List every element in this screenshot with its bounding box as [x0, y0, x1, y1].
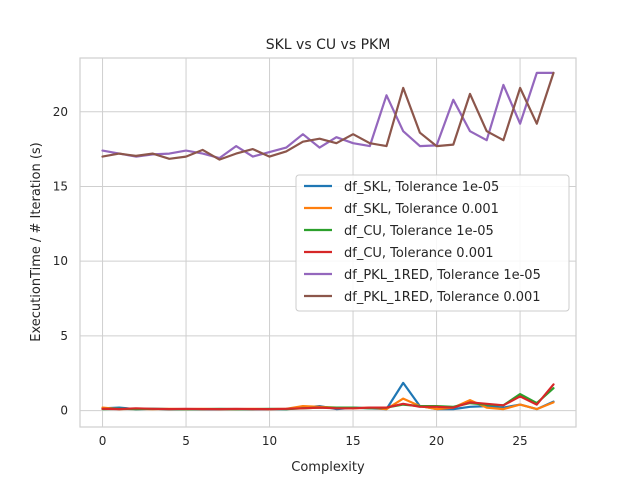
legend-label: df_SKL, Tolerance 1e-05 — [344, 180, 499, 195]
x-axis-label: Complexity — [291, 460, 365, 475]
series-layer — [101, 71, 555, 411]
x-tick-label: 0 — [99, 434, 107, 448]
legend-label: df_PKL_1RED, Tolerance 0.001 — [344, 290, 541, 305]
plot-frame — [79, 57, 577, 428]
legend-label: df_PKL_1RED, Tolerance 1e-05 — [344, 268, 541, 283]
y-tick-label: 0 — [60, 404, 68, 418]
series-line-4 — [101, 383, 555, 411]
x-tick-label: 15 — [345, 434, 360, 448]
y-tick-label: 20 — [53, 105, 68, 119]
x-tick-label: 20 — [429, 434, 444, 448]
legend: df_SKL, Tolerance 1e-05 df_SKL, Tolerance… — [295, 174, 570, 312]
y-axis-label: ExecutionTime / # Iteration (s) — [29, 142, 44, 341]
x-tick-label: 5 — [182, 434, 190, 448]
legend-label: df_SKL, Tolerance 0.001 — [344, 202, 499, 217]
x-tick-label: 25 — [512, 434, 527, 448]
legend-label: df_CU, Tolerance 0.001 — [344, 246, 494, 261]
y-tick-label: 10 — [53, 254, 68, 268]
tick-layer: 0 5 10 15 20 25 0 5 10 15 20 — [53, 105, 528, 448]
chart-title: SKL vs CU vs PKM — [266, 37, 391, 53]
legend-box — [295, 174, 570, 312]
y-tick-label: 15 — [53, 179, 68, 193]
y-tick-label: 5 — [60, 329, 68, 343]
series-line-6 — [101, 71, 555, 161]
x-tick-label: 10 — [262, 434, 277, 448]
series-line-5 — [101, 71, 555, 160]
legend-label: df_CU, Tolerance 1e-05 — [344, 224, 494, 239]
